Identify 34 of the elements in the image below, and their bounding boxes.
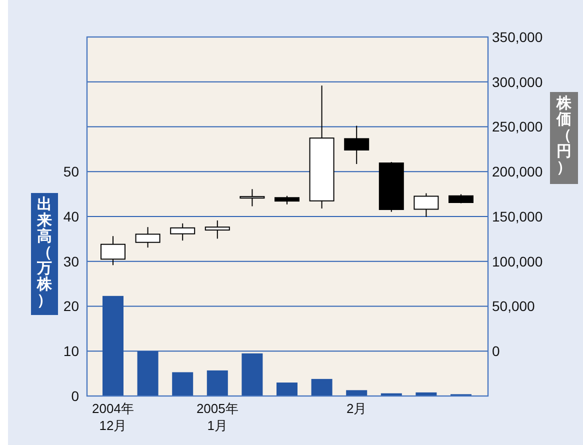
y2-tick-label: 50,000 — [492, 298, 536, 314]
y2-tick-label: 250,000 — [492, 118, 543, 135]
bar — [172, 372, 194, 396]
y2-tick-label: 100,000 — [492, 253, 543, 270]
bar — [346, 390, 368, 396]
candlestick — [100, 236, 126, 266]
bar — [311, 378, 332, 396]
y-axis-title: 出来高（万株） — [36, 196, 53, 309]
x-tick-label: 2005年 1月 — [196, 401, 238, 433]
y-tick-label: 10 — [63, 343, 80, 360]
y-tick-label: 30 — [63, 253, 80, 270]
y2-axis-title: 株価（円） — [556, 95, 572, 176]
candlestick — [414, 192, 439, 218]
y2-tick-label: 200,000 — [492, 164, 543, 180]
y2-tick-label: 0 — [492, 343, 500, 360]
y-tick-label: 40 — [63, 208, 80, 224]
bar — [137, 351, 158, 396]
candlestick — [344, 125, 370, 164]
bar — [102, 296, 124, 396]
y2-tick-label: 150,000 — [492, 208, 543, 224]
y-tick-label: 50 — [63, 164, 80, 180]
x-tick-label: 2月 — [346, 401, 367, 416]
bar — [276, 382, 298, 396]
candlestick — [240, 188, 265, 207]
candlestick — [170, 222, 196, 242]
y2-tick-label: 350,000 — [492, 28, 543, 45]
candlestick — [204, 220, 230, 240]
bar — [206, 370, 228, 396]
candlestick — [135, 226, 160, 248]
y2-tick-label: 300,000 — [492, 74, 543, 90]
y-tick-label: 0 — [71, 388, 80, 404]
bar — [242, 353, 263, 396]
x-tick-label: 2004年 12月 — [92, 401, 134, 433]
y-tick-label: 20 — [63, 298, 80, 314]
